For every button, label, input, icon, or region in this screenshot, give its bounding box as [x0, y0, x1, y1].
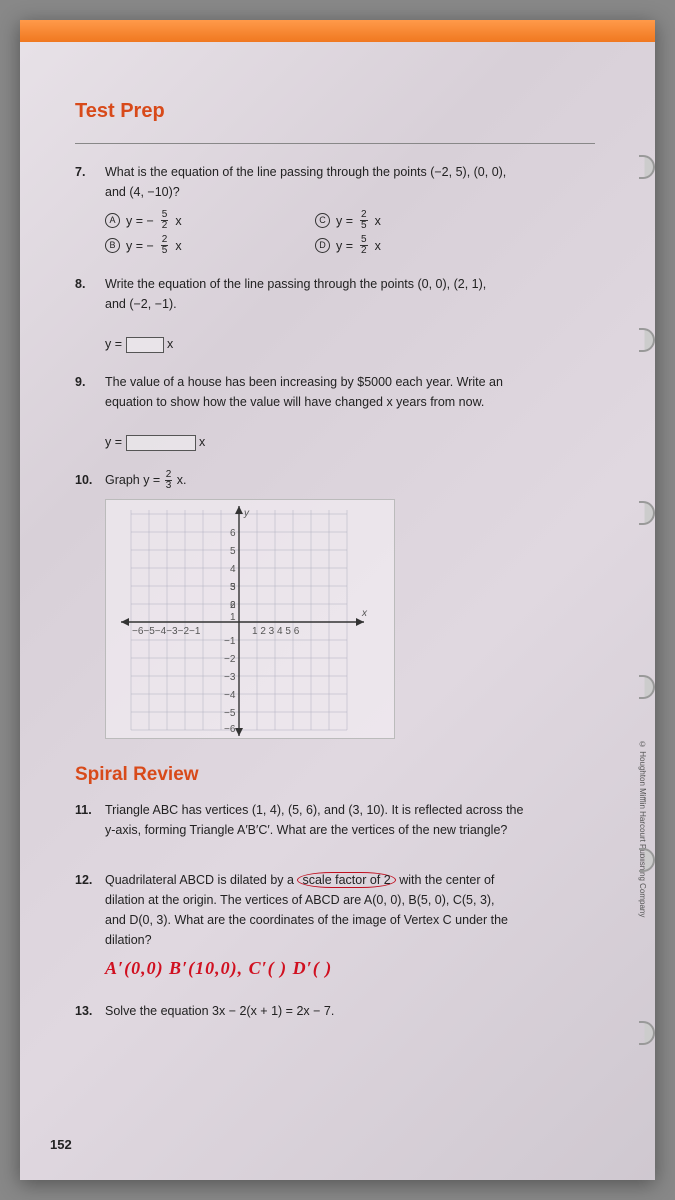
question-13: 13. Solve the equation 3x − 2(x + 1) = 2… [75, 1001, 615, 1021]
question-10: 10. Graph y = 23 x. [75, 470, 615, 739]
q7-choice-b[interactable]: B y = − 25 x [105, 235, 305, 256]
q7-choice-d[interactable]: D y = 52 x [315, 235, 515, 256]
q11-text-line1: Triangle ABC has vertices (1, 4), (5, 6)… [105, 803, 523, 817]
q10-number: 10. [75, 470, 97, 491]
q9-rhs: x [199, 435, 205, 449]
q9-text-line1: The value of a house has been increasing… [105, 375, 503, 389]
test-prep-heading: Test Prep [75, 100, 165, 125]
svg-text:2: 2 [230, 600, 236, 611]
svg-text:−3: −3 [224, 672, 236, 683]
svg-text:3: 3 [230, 582, 236, 593]
svg-text:6: 6 [230, 528, 236, 539]
svg-text:−5: −5 [224, 708, 236, 719]
q8-answer-box[interactable] [126, 337, 164, 353]
q8-number: 8. [75, 274, 97, 354]
grid-svg: y x 6 5 6 5 4 3 2 1 −1 −2 −3 −4 −5 −6 [106, 500, 396, 740]
svg-text:1: 1 [230, 612, 236, 623]
q12-handwritten-answer: A′(0,0) B′(10,0), C′( ) D′( ) [105, 954, 615, 983]
q8-rhs: x [167, 337, 173, 351]
q11-number: 11. [75, 800, 97, 840]
heading-rule: Test Prep [75, 100, 595, 144]
q9-lhs: y = [105, 435, 122, 449]
q12-number: 12. [75, 870, 97, 950]
choice-letter-a: A [105, 213, 120, 228]
page-number: 152 [50, 1137, 72, 1152]
svg-text:−6: −6 [224, 724, 236, 735]
q12-text-d: dilation? [105, 933, 152, 947]
q9-number: 9. [75, 372, 97, 452]
choice-letter-c: C [315, 213, 330, 228]
svg-text:−2: −2 [224, 654, 236, 665]
svg-text:x: x [361, 608, 368, 619]
svg-text:1 2 3 4 5 6: 1 2 3 4 5 6 [252, 626, 300, 637]
q7-number: 7. [75, 162, 97, 256]
q7-text-line2: and (4, −10)? [105, 185, 180, 199]
q8-lhs: y = [105, 337, 122, 351]
q13-text: Solve the equation 3x − 2(x + 1) = 2x − … [105, 1004, 334, 1018]
q7-choice-a[interactable]: A y = − 52 x [105, 210, 305, 231]
q13-number: 13. [75, 1001, 97, 1021]
question-11: 11. Triangle ABC has vertices (1, 4), (5… [75, 800, 615, 840]
svg-text:−1: −1 [224, 636, 236, 647]
question-8: 8. Write the equation of the line passin… [75, 274, 615, 354]
q12-scalefactor-circled: scale factor of 2 [297, 872, 395, 888]
binder-rings [639, 20, 655, 1180]
q12-text-a: Quadrilateral ABCD is dilated by a [105, 873, 297, 887]
q8-text-line2: and (−2, −1). [105, 297, 177, 311]
q7-text-line1: What is the equation of the line passing… [105, 165, 506, 179]
question-7: 7. What is the equation of the line pass… [75, 162, 615, 256]
q10-text: Graph y = [105, 473, 164, 487]
svg-text:5: 5 [230, 546, 236, 557]
spiral-review-heading: Spiral Review [75, 764, 615, 786]
svg-text:4: 4 [230, 564, 236, 575]
svg-text:−4: −4 [224, 690, 236, 701]
page: Test Prep 7. What is the equation of the… [20, 20, 655, 1180]
question-9: 9. The value of a house has been increas… [75, 372, 615, 452]
q12-text-b: dilation at the origin. The vertices of … [105, 893, 495, 907]
svg-text:−6−5−4−3−2−1: −6−5−4−3−2−1 [132, 626, 201, 637]
q12-text-c: and D(0, 3). What are the coordinates of… [105, 913, 508, 927]
q9-answer-box[interactable] [126, 435, 196, 451]
choice-letter-b: B [105, 238, 120, 253]
top-orange-bar [20, 20, 655, 42]
q7-choice-c[interactable]: C y = 25 x [315, 210, 515, 231]
q11-text-line2: y-axis, forming Triangle A′B′C′. What ar… [105, 823, 507, 837]
svg-text:y: y [243, 508, 250, 519]
q7-choices: A y = − 52 x C y = 25 x B y = − 25 [105, 210, 615, 256]
question-12: 12. Quadrilateral ABCD is dilated by a s… [75, 870, 615, 983]
coordinate-grid: y x 6 5 6 5 4 3 2 1 −1 −2 −3 −4 −5 −6 [105, 499, 395, 739]
q8-text-line1: Write the equation of the line passing t… [105, 277, 486, 291]
q9-text-line2: equation to show how the value will have… [105, 395, 484, 409]
q12-text-a2: with the center of [396, 873, 495, 887]
choice-letter-d: D [315, 238, 330, 253]
